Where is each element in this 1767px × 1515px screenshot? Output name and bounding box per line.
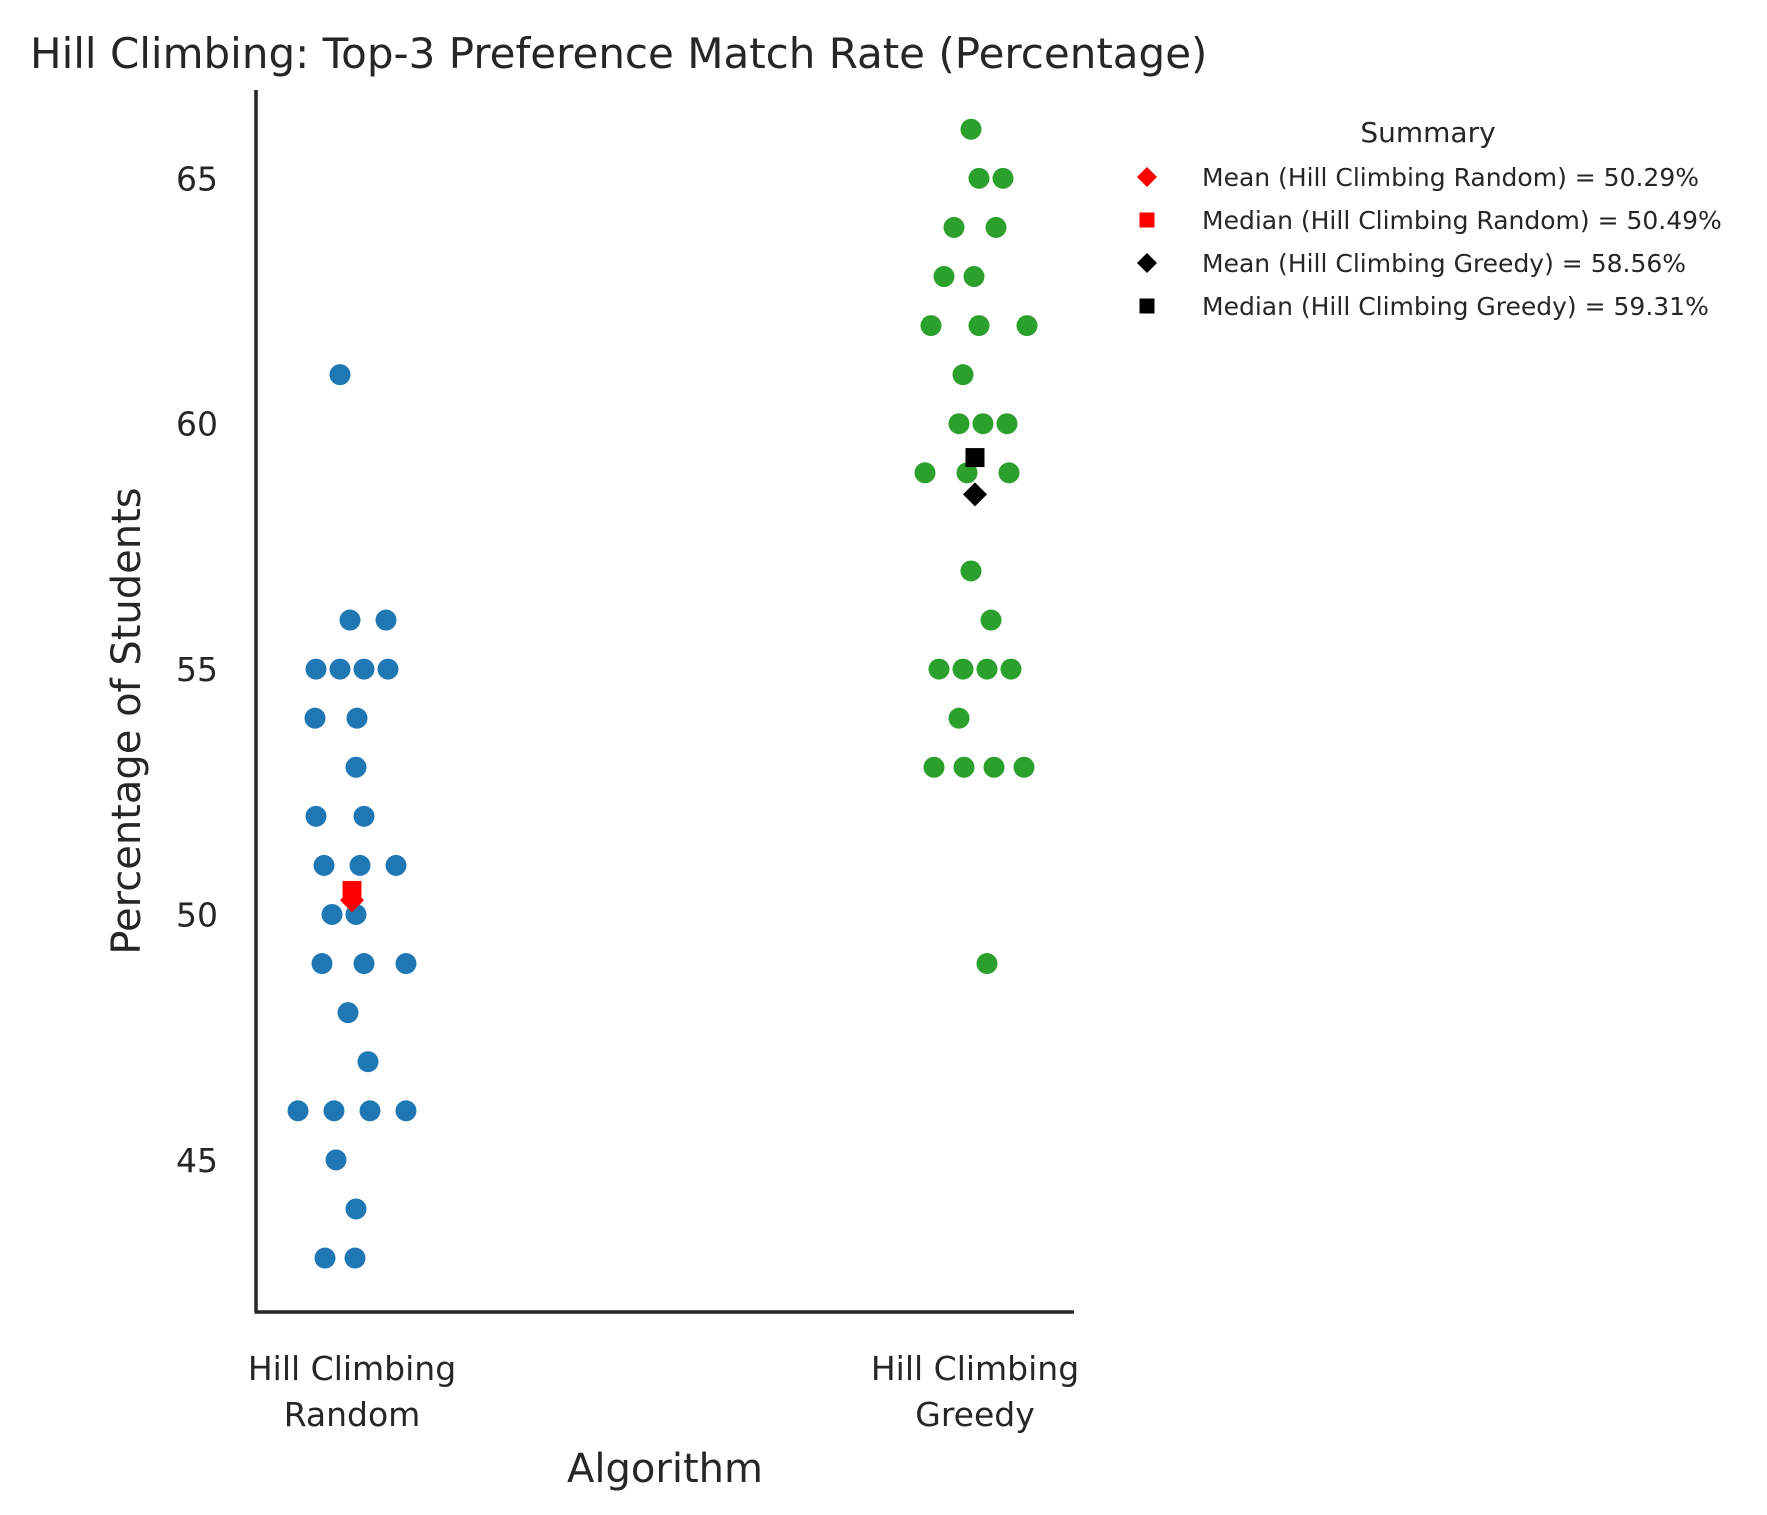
x-axis-label: Algorithm [567, 1446, 763, 1492]
data-point [956, 462, 978, 484]
data-point [325, 1149, 347, 1171]
data-point [976, 658, 998, 680]
data-point [349, 854, 371, 876]
median-marker [965, 448, 985, 468]
legend-marker [1139, 212, 1155, 228]
data-point [395, 1100, 417, 1122]
legend-title: Summary [1360, 116, 1495, 149]
data-point [914, 462, 936, 484]
legend-entry: Median (Hill Climbing Random) = 50.49% [1202, 206, 1722, 235]
y-tick-label: 65 [176, 159, 218, 198]
data-point [920, 315, 942, 337]
data-point [329, 364, 351, 386]
x-tick-label: Greedy [915, 1395, 1035, 1434]
data-point [963, 265, 985, 287]
data-point [960, 118, 982, 140]
data-point [353, 953, 375, 975]
data-point [337, 1002, 359, 1024]
data-point [1016, 315, 1038, 337]
data-point [948, 707, 970, 729]
data-point [345, 1198, 367, 1220]
x-tick-label: Hill Climbing [248, 1349, 456, 1388]
data-point [960, 560, 982, 582]
data-point [952, 658, 974, 680]
data-point [1013, 756, 1035, 778]
data-point [996, 413, 1018, 435]
data-point [923, 756, 945, 778]
data-point [357, 1051, 379, 1073]
data-point [952, 364, 974, 386]
y-tick-label: 60 [176, 405, 218, 444]
data-point [359, 1100, 381, 1122]
data-point [344, 1247, 366, 1269]
data-point [953, 756, 975, 778]
legend-marker [1137, 167, 1157, 187]
data-point [998, 462, 1020, 484]
data-point [983, 756, 1005, 778]
data-point [339, 609, 361, 631]
data-point [375, 609, 397, 631]
data-point [311, 953, 333, 975]
data-point [395, 953, 417, 975]
data-point [346, 707, 368, 729]
legend-entry: Median (Hill Climbing Greedy) = 59.31% [1202, 292, 1709, 321]
mean-marker [963, 482, 987, 507]
data-point [972, 413, 994, 435]
data-point [304, 707, 326, 729]
y-tick-label: 55 [176, 650, 218, 689]
y-axis-label: Percentage of Students [104, 487, 150, 954]
data-point [985, 216, 1007, 238]
data-point [305, 805, 327, 827]
data-point [968, 167, 990, 189]
data-point [1000, 658, 1022, 680]
data-point [345, 756, 367, 778]
data-point [968, 315, 990, 337]
data-point [385, 854, 407, 876]
chart-title: Hill Climbing: Top-3 Preference Match Ra… [30, 29, 1207, 78]
legend-entry: Mean (Hill Climbing Greedy) = 58.56% [1202, 249, 1686, 278]
data-point [353, 805, 375, 827]
data-point [928, 658, 950, 680]
legend-marker [1139, 298, 1155, 314]
x-tick-label: Random [284, 1395, 421, 1434]
data-point [976, 953, 998, 975]
data-point [313, 854, 335, 876]
data-point [933, 265, 955, 287]
data-point [353, 658, 375, 680]
x-tick-label: Hill Climbing [871, 1349, 1079, 1388]
data-point [943, 216, 965, 238]
data-point [948, 413, 970, 435]
data-point [992, 167, 1014, 189]
y-tick-label: 45 [176, 1141, 218, 1180]
data-point [287, 1100, 309, 1122]
data-point [980, 609, 1002, 631]
data-point [329, 658, 351, 680]
legend-marker [1137, 253, 1157, 273]
data-point [305, 658, 327, 680]
data-point [377, 658, 399, 680]
y-tick-label: 50 [176, 895, 218, 934]
data-point [323, 1100, 345, 1122]
data-point [321, 903, 343, 925]
median-marker [342, 880, 362, 900]
legend-entry: Mean (Hill Climbing Random) = 50.29% [1202, 163, 1699, 192]
data-point [314, 1247, 336, 1269]
